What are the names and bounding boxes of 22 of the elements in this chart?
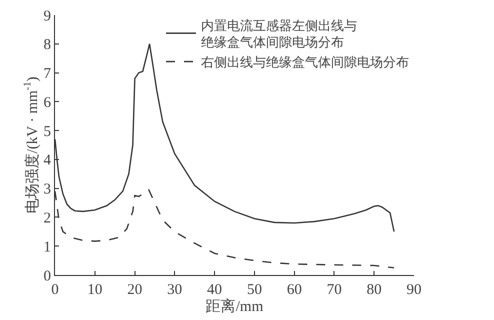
x-tick-label: 10 [87,282,102,298]
x-axis-title: 距离/mm [206,298,264,315]
x-tick-label: 50 [246,282,262,298]
y-tick-label: 2 [44,210,51,226]
x-tick-label: 20 [127,282,142,298]
x-tick-label: 80 [366,282,382,298]
y-tick-label: 7 [44,66,52,82]
x-tick-label: 90 [406,282,422,298]
x-tick-label: 70 [326,282,342,298]
y-tick-label: 6 [44,94,52,111]
y-tick-label: 1 [44,239,51,256]
y-tick-label: 0 [44,268,51,284]
legend-label: 内置电流互感器左侧出线与绝缘盒气体间隙电场分布 [201,18,357,50]
y-tick-label: 9 [44,8,51,24]
x-tick-label: 30 [167,282,182,298]
y-tick-label: 5 [44,124,51,140]
legend-label: 右侧出线与绝缘盒气体间隙电场分布 [201,54,409,70]
y-tick-label: 4 [44,152,52,169]
x-tick-label: 60 [286,282,302,298]
y-tick-label: 8 [44,37,51,54]
x-tick-label: 40 [207,282,222,298]
y-tick-label: 3 [44,182,51,198]
